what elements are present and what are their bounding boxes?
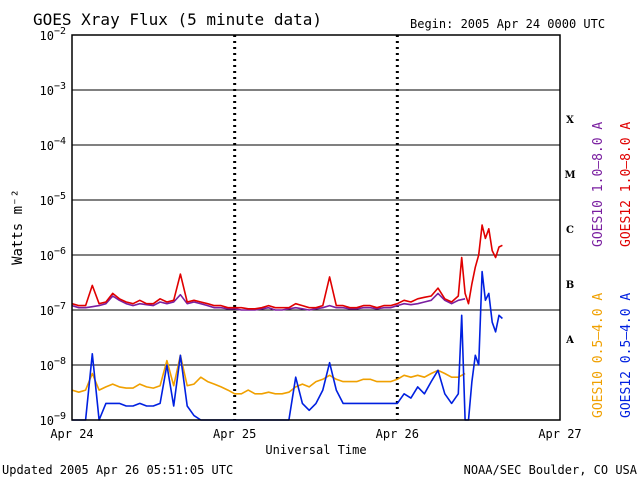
y-axis-label: Watts m⁻² bbox=[10, 189, 26, 265]
flare-class-m: M bbox=[564, 170, 575, 181]
flare-class-labels: X M C B A bbox=[564, 115, 575, 346]
series-line bbox=[71, 292, 466, 311]
x-tick-label: Apr 26 bbox=[376, 427, 419, 441]
x-tick-label: Apr 24 bbox=[50, 427, 93, 441]
flare-class-b: B bbox=[566, 280, 574, 291]
series-line bbox=[71, 354, 466, 395]
y-axis: 10−2 10−3 10−4 10−5 10−6 10−7 10−8 10−9 bbox=[40, 26, 67, 428]
legend-entry: GOES12 0.5–4.0 A bbox=[619, 293, 634, 418]
series-line bbox=[71, 224, 503, 310]
x-axis-label: Universal Time bbox=[265, 443, 366, 457]
y-tick-label: 10−3 bbox=[40, 81, 67, 98]
begin-time: Begin: 2005 Apr 24 0000 UTC bbox=[410, 17, 605, 31]
y-tick-label: 10−4 bbox=[40, 136, 67, 153]
y-tick-label: 10−7 bbox=[40, 301, 67, 318]
y-tick-label: 10−6 bbox=[40, 246, 67, 263]
plot-frame bbox=[71, 34, 561, 421]
updated-time: Updated 2005 Apr 26 05:51:05 UTC bbox=[2, 463, 233, 477]
y-tick-label: 10−9 bbox=[40, 411, 67, 428]
legend-entry: GOES10 1.0–8.0 A bbox=[591, 122, 606, 247]
legend: GOES10 1.0–8.0 A GOES12 1.0–8.0 A GOES10 0… bbox=[591, 122, 634, 418]
credit: NOAA/SEC Boulder, CO USA bbox=[464, 463, 638, 477]
flare-class-x: X bbox=[566, 115, 574, 126]
chart-title: GOES Xray Flux (5 minute data) bbox=[33, 10, 322, 29]
x-tick-label: Apr 25 bbox=[213, 427, 256, 441]
grid bbox=[72, 34, 560, 421]
x-axis: Apr 24 Apr 25 Apr 26 Apr 27 bbox=[50, 427, 581, 441]
flare-class-a: A bbox=[565, 335, 574, 346]
flare-class-c: C bbox=[566, 225, 574, 236]
y-tick-label: 10−2 bbox=[40, 26, 67, 43]
legend-entry: GOES10 0.5–4.0 A bbox=[591, 293, 606, 418]
series-lines bbox=[71, 224, 503, 421]
y-tick-label: 10−5 bbox=[40, 191, 67, 208]
y-tick-label: 10−8 bbox=[40, 356, 67, 373]
series-line bbox=[72, 270, 503, 421]
x-tick-label: Apr 27 bbox=[538, 427, 581, 441]
legend-entry: GOES12 1.0–8.0 A bbox=[619, 122, 634, 247]
